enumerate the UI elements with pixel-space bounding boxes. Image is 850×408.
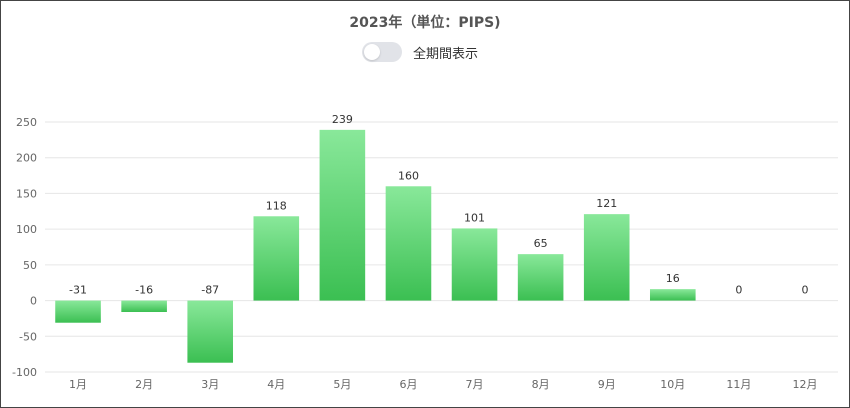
bars	[55, 129, 696, 363]
x-tick-label: 10月	[660, 378, 685, 391]
toggle-knob	[364, 44, 380, 60]
data-label: 65	[534, 237, 548, 250]
data-label: 160	[398, 169, 419, 182]
y-tick-label: -100	[12, 366, 37, 379]
data-label: 0	[801, 284, 808, 297]
y-tick-label: -50	[19, 330, 37, 343]
data-label: 0	[735, 284, 742, 297]
y-axis-ticks: 250 200 150 100 50 0 -50 -100	[12, 116, 37, 379]
x-tick-label: 11月	[726, 378, 751, 391]
y-tick-label: 0	[30, 295, 37, 308]
y-tick-label: 100	[16, 223, 37, 236]
y-tick-label: 200	[16, 152, 37, 165]
data-label: -87	[201, 284, 219, 297]
y-tick-label: 50	[23, 259, 37, 272]
full-period-toggle[interactable]	[362, 42, 402, 62]
bar[interactable]	[517, 254, 564, 301]
y-tick-label: 150	[16, 187, 37, 200]
bar[interactable]	[385, 186, 432, 301]
x-tick-label: 12月	[792, 378, 817, 391]
x-tick-label: 8月	[532, 378, 550, 391]
data-label: 239	[332, 113, 353, 126]
bar[interactable]	[121, 300, 167, 312]
y-tick-label: 250	[16, 116, 37, 129]
bar[interactable]	[55, 300, 101, 323]
data-label: 118	[266, 199, 287, 212]
x-tick-label: 7月	[466, 378, 484, 391]
data-label: 121	[596, 197, 617, 210]
x-tick-label: 2月	[135, 378, 153, 391]
bar[interactable]	[187, 300, 234, 363]
data-label: 16	[666, 272, 680, 285]
data-label: 101	[464, 211, 485, 224]
bar[interactable]	[583, 214, 630, 301]
full-period-toggle-label: 全期間表示	[413, 46, 479, 62]
data-label: -31	[69, 284, 87, 297]
full-period-toggle-group[interactable]: 全期間表示	[362, 41, 478, 63]
bar[interactable]	[451, 228, 498, 301]
x-tick-label: 6月	[399, 378, 417, 391]
x-tick-label: 9月	[598, 378, 616, 391]
bar[interactable]	[319, 129, 366, 301]
data-label: -16	[135, 284, 153, 297]
x-axis-ticks: 1月 2月 3月 4月 5月 6月 7月 8月 9月 10月 11月 12月	[69, 378, 817, 391]
bar[interactable]	[253, 216, 300, 301]
bar[interactable]	[649, 289, 696, 301]
x-tick-label: 1月	[69, 378, 87, 391]
x-tick-label: 5月	[333, 378, 351, 391]
x-tick-label: 4月	[267, 378, 285, 391]
x-tick-label: 3月	[201, 378, 219, 391]
grid-lines	[45, 121, 838, 373]
chart-title: 2023年（単位：PIPS)	[349, 15, 501, 31]
